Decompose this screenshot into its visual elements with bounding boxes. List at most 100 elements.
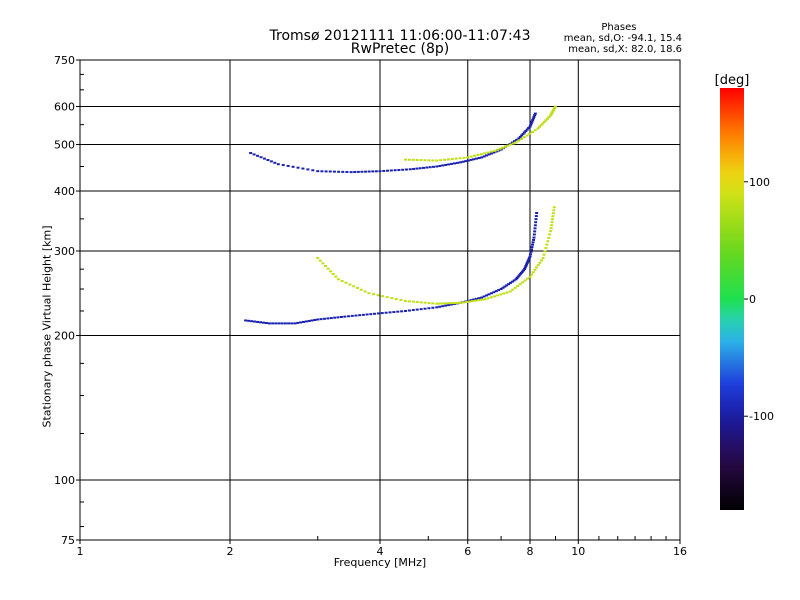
- echo-point: [506, 144, 510, 147]
- echo-point: [482, 295, 486, 298]
- echo-point: [259, 321, 263, 324]
- echo-point: [323, 317, 327, 320]
- echo-point: [262, 157, 266, 160]
- echo-point: [425, 166, 429, 169]
- echo-point: [533, 129, 537, 132]
- echo-point: [533, 268, 537, 271]
- echo-point: [487, 153, 491, 156]
- echo-point: [304, 320, 308, 323]
- echo-point: [418, 167, 422, 170]
- echo-point: [518, 283, 522, 286]
- echo-point: [499, 288, 503, 291]
- echo-point: [422, 166, 426, 169]
- echo-point: [412, 167, 416, 170]
- echo-point: [525, 263, 529, 266]
- echo-point: [517, 139, 521, 142]
- echo-point: [283, 322, 287, 325]
- echo-point: [365, 313, 369, 316]
- echo-point: [518, 135, 522, 138]
- echo-point: [363, 290, 367, 293]
- echo-point: [508, 281, 512, 284]
- echo-point: [528, 275, 532, 278]
- y-tick-label: 400: [54, 185, 75, 198]
- echo-point: [310, 319, 314, 322]
- echo-point: [517, 137, 521, 140]
- echo-point: [329, 270, 333, 273]
- colorbar-tick-label: 0: [749, 293, 756, 306]
- echo-point: [354, 314, 358, 317]
- echo-point: [529, 250, 533, 253]
- echo-point: [364, 170, 368, 173]
- echo-point: [454, 157, 458, 160]
- echo-point: [480, 298, 484, 301]
- echo-point: [462, 156, 466, 159]
- echo-point: [356, 170, 360, 173]
- echo-point: [408, 168, 412, 171]
- echo-point: [252, 153, 256, 156]
- echo-point: [533, 230, 537, 233]
- echo-point: [319, 318, 323, 321]
- echo-point: [489, 150, 493, 153]
- echo-point: [487, 293, 491, 296]
- echo-point: [347, 315, 351, 318]
- y-tick-label: 100: [54, 474, 75, 487]
- echo-point: [274, 322, 278, 325]
- echo-point: [453, 162, 457, 165]
- echo-point: [531, 117, 535, 120]
- echo-point: [489, 296, 493, 299]
- y-tick-label: 750: [54, 54, 75, 67]
- echo-point: [492, 291, 496, 294]
- echo-point: [355, 286, 359, 289]
- echo-point: [516, 285, 520, 288]
- echo-point: [521, 132, 525, 135]
- echo-point: [419, 301, 423, 304]
- echo-point: [474, 157, 478, 160]
- echo-point: [515, 138, 519, 141]
- echo-point: [514, 278, 518, 281]
- echo-point: [550, 224, 554, 227]
- x-axis-label: Frequency [MHz]: [333, 556, 427, 569]
- echo-point: [527, 258, 531, 261]
- echo-point: [526, 260, 530, 263]
- echo-point: [404, 168, 408, 171]
- echo-point: [349, 171, 353, 174]
- echo-point: [340, 279, 344, 282]
- chart-title: Tromsø 20121111 11:06:00-11:07:43: [269, 28, 531, 44]
- echo-point: [536, 127, 540, 130]
- echo-point: [542, 120, 546, 123]
- echo-point: [532, 238, 536, 241]
- echo-point: [435, 165, 439, 168]
- echo-point: [333, 316, 337, 319]
- echo-point: [431, 306, 435, 309]
- echo-point: [531, 243, 535, 246]
- echo-point: [326, 317, 330, 320]
- echo-point: [415, 167, 419, 170]
- echo-point: [517, 274, 521, 277]
- echo-point: [407, 309, 411, 312]
- echo-point: [497, 289, 501, 292]
- echo-point: [321, 262, 325, 265]
- echo-point: [501, 286, 505, 289]
- echo-point: [392, 311, 396, 314]
- echo-point: [486, 297, 490, 300]
- echo-point: [378, 170, 382, 173]
- echo-point: [528, 255, 532, 258]
- echo-point: [499, 293, 503, 296]
- echo-point: [483, 152, 487, 155]
- echo-point: [336, 278, 340, 281]
- phase-statistics-o: mean, sd,O: -94.1, 15.4: [563, 33, 682, 44]
- echo-point: [331, 272, 335, 275]
- echo-point: [489, 292, 493, 295]
- echo-point: [286, 164, 290, 167]
- echo-point: [505, 291, 509, 294]
- echo-point: [326, 267, 330, 270]
- echo-point: [423, 159, 427, 162]
- echo-point: [299, 321, 303, 324]
- echo-point: [384, 311, 388, 314]
- echo-point: [469, 155, 473, 158]
- echo-point: [316, 318, 320, 321]
- echo-point: [526, 277, 530, 280]
- echo-point: [531, 241, 535, 244]
- echo-point: [550, 221, 554, 224]
- echo-point: [277, 322, 281, 325]
